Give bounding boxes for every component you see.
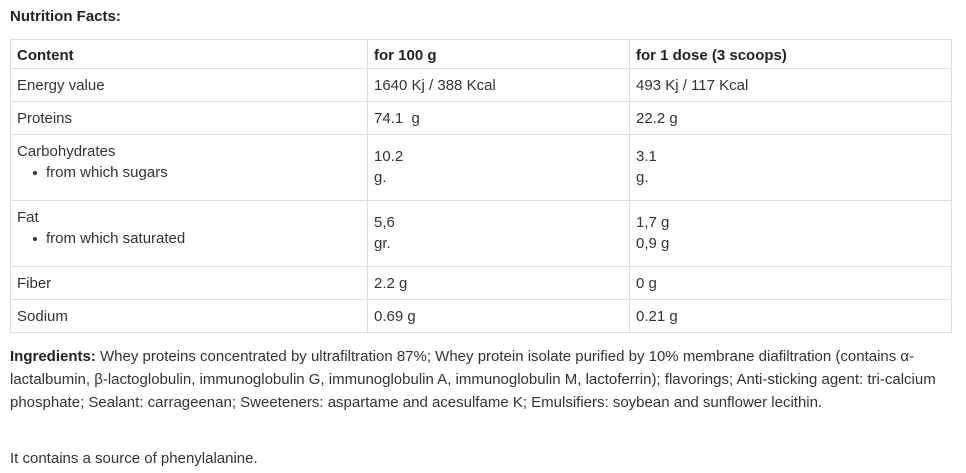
sub-item-label: from which sugars	[46, 164, 168, 181]
nutrition-table: Content for 100 g for 1 dose (3 scoops) …	[10, 39, 952, 333]
row-per-dose: 1,7 g 0,9 g	[629, 200, 952, 267]
table-row: Proteins 74.1 g 22.2 g	[10, 101, 952, 135]
table-row: Sodium 0.69 g 0.21 g	[10, 299, 952, 333]
value-line-1: 3.1	[636, 148, 657, 165]
row-label-cell: Fat from which saturated	[10, 200, 368, 267]
row-per-100g: 10.2 g.	[367, 134, 630, 201]
ingredients-text: Whey proteins concentrated by ultrafiltr…	[10, 348, 936, 411]
row-per-dose: 0 g	[629, 266, 952, 300]
page-title: Nutrition Facts:	[10, 8, 121, 25]
row-per-100g-value: 74.1 g	[374, 110, 420, 127]
row-per-100g: 5,6 gr.	[367, 200, 630, 267]
table-row: Fat from which saturated 5,6 gr. 1,7 g 0…	[10, 200, 952, 267]
row-per-dose: 3.1 g.	[629, 134, 952, 201]
row-per-100g: 2.2 g	[367, 266, 630, 300]
value-line-1: 10.2	[374, 148, 404, 165]
row-per-dose: 0.21 g	[629, 299, 952, 333]
header-per-dose: for 1 dose (3 scoops)	[629, 39, 952, 69]
value-line-2: gr.	[374, 235, 391, 252]
row-label: Proteins	[10, 101, 368, 135]
row-label: Sodium	[10, 299, 368, 333]
row-label: Fat	[17, 209, 39, 226]
row-per-100g: 1640 Kj / 388 Kcal	[367, 68, 630, 102]
sub-item: from which sugars	[17, 162, 361, 183]
value-line-2: g.	[374, 169, 387, 186]
sub-item: from which saturated	[17, 228, 361, 249]
table-row: Carbohydrates from which sugars 10.2 g. …	[10, 134, 952, 201]
row-per-dose: 493 Kj / 117 Kcal	[629, 68, 952, 102]
table-row: Energy value 1640 Kj / 388 Kcal 493 Kj /…	[10, 68, 952, 102]
table-header-row: Content for 100 g for 1 dose (3 scoops)	[10, 39, 952, 69]
table-row: Fiber 2.2 g 0 g	[10, 266, 952, 300]
sub-item-label: from which saturated	[46, 230, 186, 247]
value-line-2: 0,9 g	[636, 235, 670, 252]
header-per-100g: for 100 g	[367, 39, 630, 69]
bullet-icon	[33, 236, 37, 241]
phenylalanine-note: It contains a source of phenylalanine.	[10, 450, 258, 467]
row-per-100g: 74.1 g	[367, 101, 630, 135]
header-content: Content	[10, 39, 368, 69]
value-line-1: 5,6	[374, 214, 395, 231]
row-per-100g: 0.69 g	[367, 299, 630, 333]
row-label: Fiber	[10, 266, 368, 300]
row-label: Carbohydrates	[17, 143, 116, 160]
ingredients-paragraph: Ingredients: Whey proteins concentrated …	[10, 345, 945, 414]
ingredients-label: Ingredients:	[10, 348, 96, 365]
value-line-2: g.	[636, 169, 649, 186]
value-line-1: 1,7 g	[636, 214, 670, 231]
row-label-cell: Carbohydrates from which sugars	[10, 134, 368, 201]
row-per-dose: 22.2 g	[629, 101, 952, 135]
bullet-icon	[33, 170, 37, 175]
row-label: Energy value	[10, 68, 368, 102]
